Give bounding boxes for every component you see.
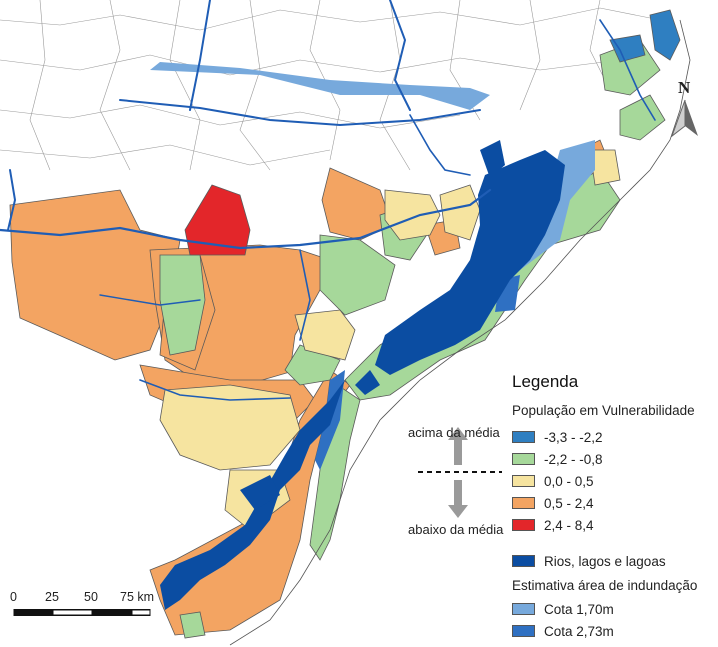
municipalities-blue	[609, 9, 681, 63]
legend-flood-item: Cota 1,70m	[512, 601, 614, 617]
legend-label: -2,2 - -0,8	[544, 451, 603, 467]
vulnerability-arrows	[448, 427, 468, 518]
scale-bar-labels: 0 25 50 75 km	[0, 590, 170, 606]
legend-title: Legenda	[512, 372, 579, 391]
legend-label: -3,3 - -2,2	[544, 429, 603, 445]
legend-water-label: Rios, lagos e lagoas	[544, 553, 666, 569]
above-mean-label: acima da média	[408, 425, 500, 440]
legend-flood-swatch	[512, 603, 535, 615]
legend-flood-swatch	[512, 625, 535, 637]
legend-swatch	[512, 453, 535, 465]
legend-item: 2,4 - 8,4	[512, 517, 594, 533]
background-boundaries	[0, 0, 651, 171]
legend-label: 0,5 - 2,4	[544, 495, 594, 511]
legend-swatch	[512, 497, 535, 509]
rivers	[0, 0, 656, 401]
legend-water-swatch	[512, 555, 535, 567]
north-label: N	[678, 78, 691, 97]
municipality-red	[184, 184, 251, 256]
scale-tick-label: 50	[84, 590, 98, 604]
legend-flood-item: Cota 2,73m	[512, 623, 614, 639]
coastline	[229, 19, 691, 646]
legend-label: 2,4 - 8,4	[544, 517, 594, 533]
water-bodies	[160, 140, 565, 610]
legend-item: -3,3 - -2,2	[512, 429, 603, 445]
legend-swatch	[512, 431, 535, 443]
legend-swatch	[512, 519, 535, 531]
scale-bar	[13, 609, 151, 616]
legend-flood-label: Cota 2,73m	[544, 623, 614, 639]
legend-vulnerability-title: População em Vulnerabilidade	[512, 403, 695, 418]
legend-item: -2,2 - -0,8	[512, 451, 603, 467]
legend-water-item: Rios, lagos e lagoas	[512, 553, 666, 569]
legend-item: 0,5 - 2,4	[512, 495, 594, 511]
legend-swatch	[512, 475, 535, 487]
legend-flood-title: Estimativa área de indundação	[512, 578, 698, 593]
legend-label: 0,0 - 0,5	[544, 473, 594, 489]
below-mean-label: abaixo da média	[408, 522, 504, 537]
scale-tick-label: 25	[45, 590, 59, 604]
municipalities-yellow	[159, 149, 621, 531]
legend-item: 0,0 - 0,5	[512, 473, 594, 489]
scale-tick-label: 75 km	[120, 590, 155, 604]
north-arrow-icon	[670, 99, 698, 138]
north-arrow: N	[668, 78, 704, 144]
scale-tick-label: 0	[10, 590, 17, 604]
legend-flood-label: Cota 1,70m	[544, 601, 614, 617]
